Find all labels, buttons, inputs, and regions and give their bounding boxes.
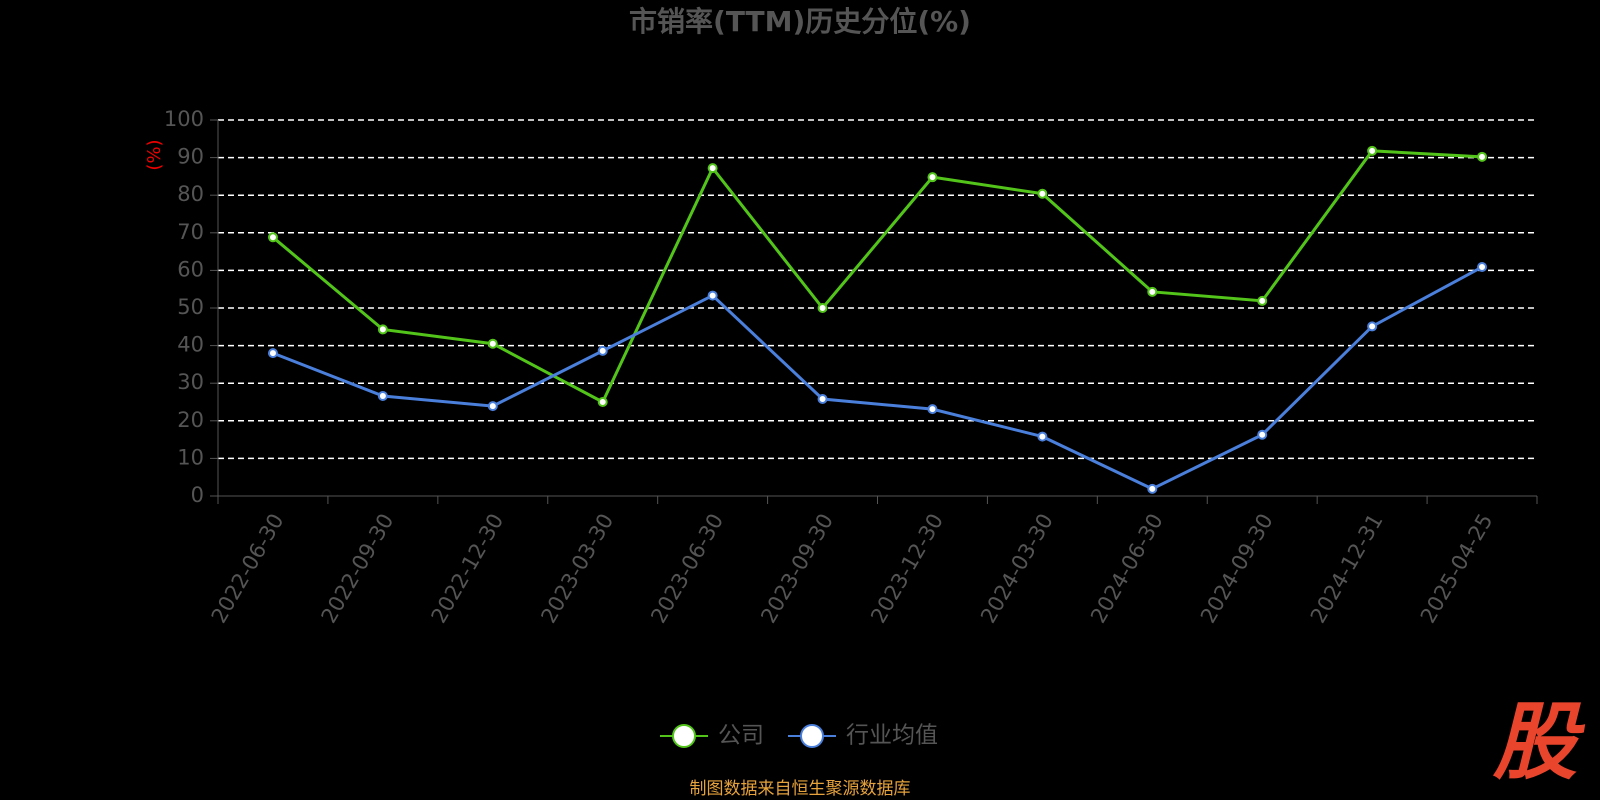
x-tick-label: 2025-04-25 <box>1416 510 1498 628</box>
legend-item: 行业均值 <box>788 723 938 749</box>
data-point <box>1257 295 1268 306</box>
x-tick-label: 2024-09-30 <box>1196 510 1278 628</box>
data-point <box>1477 262 1488 273</box>
legend-label: 公司 <box>718 723 764 749</box>
data-point <box>267 348 278 359</box>
data-point <box>1147 483 1158 494</box>
data-point <box>377 324 388 335</box>
x-tick-label: 2022-09-30 <box>317 510 399 628</box>
data-point <box>1147 286 1158 297</box>
data-point <box>817 393 828 404</box>
y-axis-label: (%) <box>144 139 165 170</box>
series-line <box>271 149 1483 405</box>
data-point <box>487 401 498 412</box>
series-line <box>272 265 1483 491</box>
x-tick-label: 2022-12-30 <box>427 510 509 628</box>
legend-item: 公司 <box>660 723 764 749</box>
x-tick-label: 2023-06-30 <box>646 510 728 628</box>
y-tick-label: 90 <box>177 145 204 169</box>
data-point <box>1367 321 1378 332</box>
x-tick-label: 2022-06-30 <box>207 510 289 628</box>
data-point <box>1257 429 1268 440</box>
data-point <box>817 303 828 313</box>
y-tick-label: 10 <box>177 445 204 469</box>
x-tick-label: 2023-03-30 <box>536 510 618 628</box>
data-point <box>707 163 718 174</box>
data-point <box>707 290 718 301</box>
y-tick-label: 50 <box>177 295 204 319</box>
y-tick-label: 80 <box>177 182 204 206</box>
data-point <box>267 232 278 243</box>
y-tick-label: 70 <box>177 220 204 244</box>
data-point <box>597 397 608 407</box>
data-point <box>597 345 608 356</box>
y-tick-label: 100 <box>164 107 204 131</box>
y-tick-label: 20 <box>177 408 204 432</box>
x-tick-label: 2024-12-31 <box>1306 510 1388 628</box>
y-tick-label: 30 <box>177 370 204 394</box>
data-point <box>1037 188 1048 199</box>
y-tick-label: 0 <box>191 483 204 507</box>
data-point <box>927 172 938 183</box>
data-point <box>1367 145 1378 156</box>
legend-marker <box>800 724 824 748</box>
y-tick-label: 40 <box>177 333 204 357</box>
x-tick-label: 2024-06-30 <box>1086 510 1168 628</box>
x-tick-label: 2023-09-30 <box>756 510 838 628</box>
x-tick-label: 2023-12-30 <box>866 510 948 628</box>
watermark: 股 <box>1492 693 1586 791</box>
data-point <box>377 390 388 401</box>
data-point <box>1037 431 1048 442</box>
chart-title: 市销率(TTM)历史分位(%) <box>629 5 971 38</box>
data-point <box>487 338 498 349</box>
x-tick-label: 2024-03-30 <box>976 510 1058 628</box>
data-point <box>927 404 938 415</box>
y-tick-label: 60 <box>177 257 204 281</box>
source-note: 制图数据来自恒生聚源数据库 <box>690 779 911 799</box>
legend-marker <box>672 724 696 748</box>
legend-label: 行业均值 <box>846 723 938 749</box>
data-point <box>1477 151 1488 162</box>
